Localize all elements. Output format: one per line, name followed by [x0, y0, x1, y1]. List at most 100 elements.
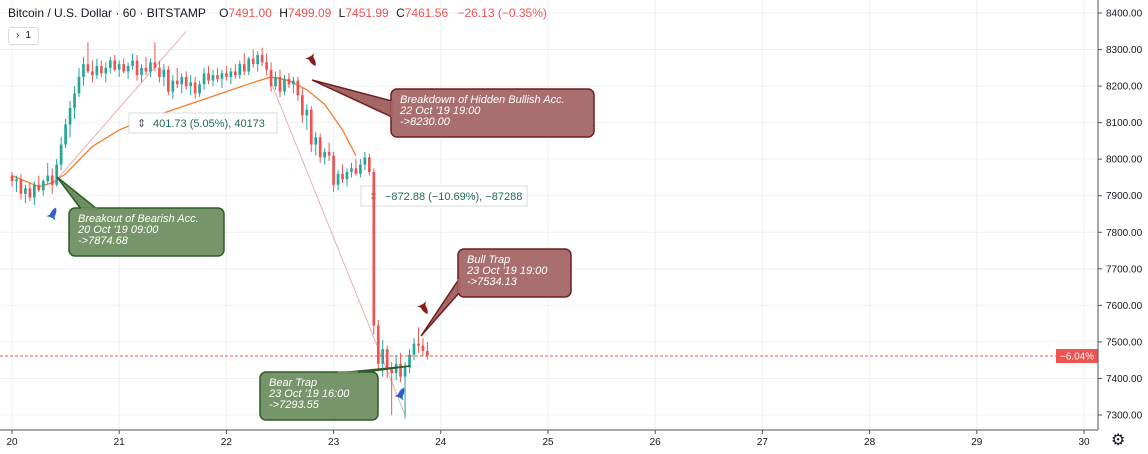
low-label: L [338, 6, 346, 20]
candle-body [381, 349, 385, 364]
measurement-tools: ⇕401.73 (5.05%), 40173⇕−872.88 (−10.69%)… [51, 30, 528, 416]
moving-average-path [11, 76, 357, 188]
rocket-body [420, 303, 428, 315]
candle-body [55, 164, 59, 185]
candle-body [184, 76, 188, 87]
measure-label-box [360, 185, 528, 207]
candle-body [238, 64, 242, 76]
candle-body [367, 157, 371, 172]
change-badge [1056, 348, 1098, 363]
candle-body [309, 109, 313, 145]
candle-body [426, 351, 429, 356]
candle-body [412, 343, 416, 355]
candle-body [256, 55, 260, 65]
callout-tail [56, 176, 100, 210]
candle-body [296, 80, 300, 96]
candle-body [189, 82, 193, 87]
close-value: 7461.56 [404, 6, 449, 20]
candle-body [336, 173, 340, 185]
candle-body [113, 60, 117, 70]
candle-body [247, 58, 251, 72]
candle-body [323, 151, 327, 158]
candle-body [180, 76, 184, 85]
candle-body [283, 78, 286, 92]
candle-body [385, 349, 389, 370]
low-value: 7451.99 [345, 6, 389, 20]
candle-body [91, 71, 94, 76]
candle-body [300, 95, 304, 116]
candle-body [376, 325, 380, 364]
callout-line: ->7293.55 [269, 399, 320, 411]
open-value: 7491.00 [228, 6, 272, 20]
time-tick-label: 28 [864, 437, 876, 448]
candle-body [162, 69, 166, 77]
candle-body [10, 175, 14, 182]
candle-body [82, 64, 85, 77]
candle-body [287, 78, 291, 85]
annotation-callout[interactable]: Breakdown of Hidden Bullish Acc.22 Oct '… [311, 79, 595, 138]
candle-body [292, 80, 295, 85]
price-tick-label: 8000.00 [1106, 155, 1143, 166]
price-tick-label: 7600.00 [1106, 301, 1143, 312]
moving-average-line [11, 76, 357, 188]
candle-body [149, 62, 152, 72]
candle-body [372, 171, 376, 326]
callout-line: ->8230.00 [400, 116, 451, 128]
candle-body [117, 64, 121, 70]
price-tick-label: 7300.00 [1106, 411, 1143, 422]
candle-body [269, 69, 273, 87]
time-tick-label: 21 [114, 437, 126, 448]
callout-line: Bull Trap [467, 254, 510, 266]
candle-body [359, 164, 362, 174]
candle-body [251, 58, 255, 65]
price-axis-background [1098, 0, 1148, 454]
price-tick-label: 7500.00 [1106, 337, 1143, 348]
measure-label-text: −872.88 (−10.69%), −87288 [385, 191, 522, 203]
chevron-right-icon: › [16, 30, 20, 41]
candle-body [305, 109, 309, 116]
candle-body [220, 73, 224, 79]
gear-icon[interactable]: ⚙ [1111, 432, 1126, 449]
candle-body [274, 76, 277, 87]
candle-body [50, 175, 54, 185]
measure-line [270, 82, 406, 416]
time-axis-background [0, 430, 1148, 454]
time-tick-label: 20 [6, 437, 18, 448]
annotation-callouts[interactable]: Breakout of Bearish Acc.20 Oct '19 09:00… [56, 79, 595, 421]
candle-body [140, 67, 143, 76]
trade-markers [46, 53, 428, 401]
candle-body [399, 363, 402, 377]
symbol-title[interactable]: Bitcoin / U.S. Dollar · 60 · BITSTAMP [8, 6, 206, 20]
indicators-toggle[interactable]: › 1 [8, 27, 39, 45]
callout-line: 23 Oct '19 16:00 [268, 388, 350, 400]
candle-body [225, 73, 228, 77]
candle-body [144, 67, 148, 72]
candle-body [77, 76, 81, 94]
candle-body [229, 71, 233, 77]
candle-body [403, 367, 407, 377]
high-value: 7499.09 [287, 6, 332, 20]
callout-box [457, 248, 572, 298]
time-tick-label: 23 [328, 437, 340, 448]
candle-body [153, 62, 157, 68]
callout-box [259, 371, 379, 421]
candle-body [350, 168, 353, 172]
candle-body [99, 65, 103, 74]
callout-line: ->7534.13 [467, 276, 518, 288]
candle-body [24, 188, 27, 194]
candle-body [171, 80, 175, 92]
candle-body [242, 64, 246, 72]
rocket-up-icon [394, 387, 405, 401]
annotation-callout[interactable]: Breakout of Bearish Acc.20 Oct '19 09:00… [56, 176, 225, 257]
candle-body [86, 64, 90, 72]
time-tick-label: 25 [542, 437, 554, 448]
candlestick-series [10, 42, 429, 419]
candle-body [32, 184, 36, 198]
candle-body [126, 65, 130, 72]
candle-body [158, 67, 161, 77]
rocket-body [308, 55, 316, 67]
